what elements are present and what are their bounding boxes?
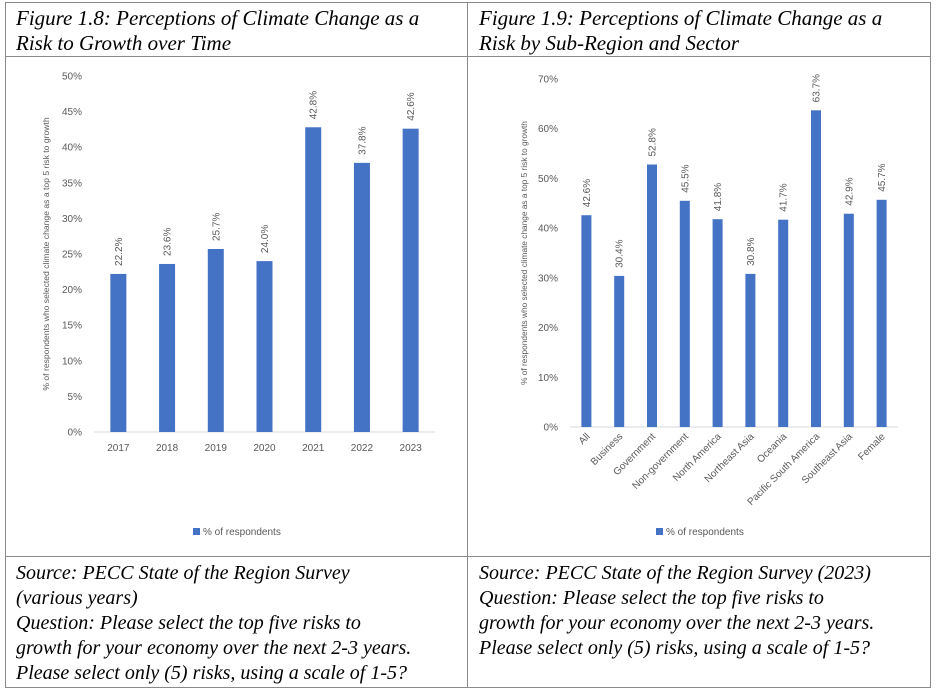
- left-figure-title: Figure 1.8: Perceptions of Climate Chang…: [16, 6, 420, 55]
- column-divider: [467, 2, 468, 688]
- left-bar: [207, 249, 224, 432]
- left-y-tick-label: 15%: [62, 321, 82, 332]
- right-data-label: 42.9%: [844, 177, 855, 205]
- right-data-label: 52.8%: [648, 128, 659, 156]
- left-question-line-3: Please select only (5) risks, using a sc…: [16, 662, 408, 684]
- left-category-label: 2019: [205, 443, 228, 454]
- right-question-line-1: Question: Please select the top five ris…: [479, 587, 824, 609]
- right-bar: [712, 219, 723, 427]
- right-source-line-1: Source: PECC State of the Region Survey …: [479, 562, 871, 584]
- left-y-tick-label: 45%: [62, 107, 82, 118]
- left-data-label: 22.2%: [114, 237, 125, 265]
- left-y-tick-label: 35%: [62, 178, 82, 189]
- left-y-tick-label: 40%: [62, 143, 82, 154]
- right-data-label: 63.7%: [812, 74, 823, 102]
- left-legend-label: % of respondents: [203, 527, 281, 538]
- right-question-line-2: growth for your economy over the next 2-…: [479, 612, 875, 634]
- right-bar: [876, 199, 887, 427]
- left-bar: [159, 263, 176, 432]
- right-data-label: 41.8%: [713, 183, 724, 211]
- right-bar: [745, 273, 756, 427]
- left-bar: [110, 273, 127, 432]
- left-category-label: 2022: [351, 443, 374, 454]
- left-bar: [402, 128, 419, 433]
- left-y-tick-label: 5%: [68, 392, 83, 403]
- right-bar: [581, 215, 592, 427]
- left-question-line-1: Question: Please select the top five ris…: [16, 612, 361, 634]
- right-data-label: 41.7%: [779, 183, 790, 211]
- right-data-label: 30.4%: [615, 239, 626, 267]
- right-data-label: 45.7%: [877, 163, 888, 191]
- right-legend-label: % of respondents: [666, 527, 744, 538]
- right-bar: [614, 275, 625, 427]
- figure-table-frame: [5, 2, 931, 688]
- left-y-tick-label: 0%: [68, 428, 83, 439]
- right-y-tick-label: 50%: [538, 174, 558, 185]
- left-legend-swatch: [193, 528, 200, 535]
- right-legend-swatch: [656, 528, 663, 535]
- right-y-tick-label: 0%: [544, 423, 559, 434]
- left-bar: [256, 261, 273, 432]
- left-y-axis-title: % of respondents who selected climate ch…: [41, 117, 51, 390]
- left-y-tick-label: 50%: [62, 72, 82, 83]
- right-bar: [647, 164, 657, 427]
- left-question-line-2: growth for your economy over the next 2-…: [16, 637, 412, 659]
- right-data-label: 45.5%: [680, 164, 691, 192]
- right-y-tick-label: 30%: [538, 273, 558, 284]
- left-category-label: 2020: [253, 443, 276, 454]
- right-figure-title: Figure 1.9: Perceptions of Climate Chang…: [479, 6, 883, 55]
- right-y-tick-label: 10%: [538, 373, 558, 384]
- left-source-line-1: Source: PECC State of the Region Survey: [16, 562, 350, 584]
- right-y-axis-title: % of respondents who selected climate ch…: [519, 121, 529, 385]
- right-category-label: All: [577, 431, 593, 447]
- left-category-label: 2023: [400, 443, 423, 454]
- right-data-label: 42.6%: [582, 179, 593, 207]
- right-bar: [843, 213, 854, 427]
- left-y-tick-label: 30%: [62, 214, 82, 225]
- left-y-tick-label: 10%: [62, 356, 82, 367]
- right-bar: [679, 200, 690, 427]
- chart-row-divider: [5, 556, 931, 557]
- right-figure-notes: Source: PECC State of the Region Survey …: [479, 561, 874, 661]
- left-source-line-2: (various years): [16, 587, 138, 609]
- right-category-label: Female: [856, 431, 888, 463]
- right-bar: [778, 219, 789, 427]
- right-y-tick-label: 20%: [538, 323, 558, 334]
- left-y-tick-label: 25%: [62, 250, 82, 261]
- left-data-label: 42.6%: [406, 92, 417, 120]
- left-data-label: 23.6%: [163, 228, 174, 256]
- title-row-divider: [5, 56, 931, 57]
- left-category-label: 2021: [302, 443, 325, 454]
- left-bar: [353, 162, 370, 432]
- left-data-label: 25.7%: [211, 213, 222, 241]
- left-data-label: 37.8%: [357, 126, 368, 154]
- right-y-tick-label: 70%: [538, 75, 558, 86]
- left-figure-notes: Source: PECC State of the Region Survey …: [16, 561, 411, 686]
- left-category-label: 2017: [107, 443, 130, 454]
- right-bar: [811, 110, 821, 427]
- right-question-line-3: Please select only (5) risks, using a sc…: [479, 637, 871, 659]
- right-category-label: Non-government: [630, 431, 691, 492]
- right-y-tick-label: 60%: [538, 124, 558, 135]
- left-data-label: 24.0%: [260, 225, 271, 253]
- left-data-label: 42.8%: [309, 91, 320, 119]
- left-y-tick-label: 20%: [62, 285, 82, 296]
- right-y-tick-label: 40%: [538, 224, 558, 235]
- left-bar: [305, 127, 322, 432]
- right-data-label: 30.8%: [746, 237, 757, 265]
- left-category-label: 2018: [156, 443, 179, 454]
